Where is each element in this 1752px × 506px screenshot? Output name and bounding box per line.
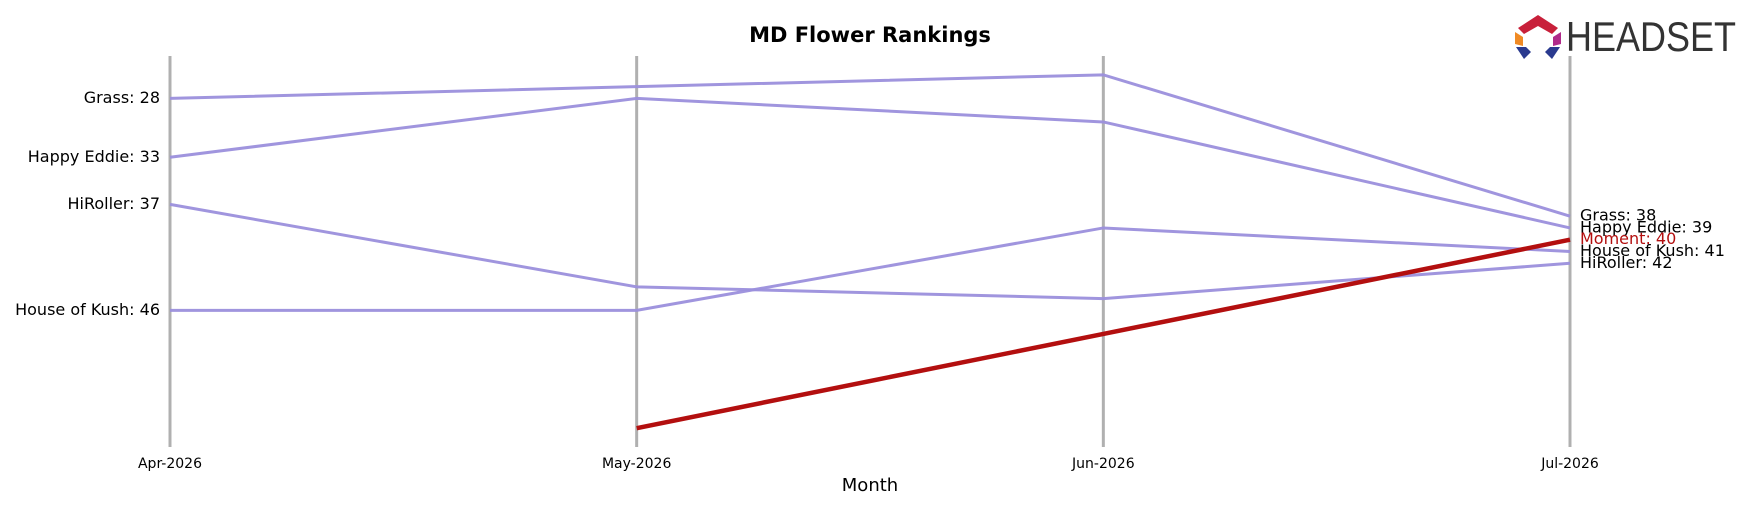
chart-title: MD Flower Rankings	[749, 23, 991, 47]
value-label: HiRoller: 42	[1580, 253, 1673, 272]
series-line	[636, 237, 1571, 431]
x-tick-label: Apr-2026	[138, 456, 202, 472]
series-line	[169, 202, 1571, 301]
value-label: HiRoller: 37	[67, 194, 160, 213]
x-tick-label: May-2026	[602, 456, 671, 472]
logo-mark	[1553, 32, 1561, 46]
value-label: Happy Eddie: 33	[28, 147, 160, 166]
logo: HEADSET	[1515, 13, 1736, 60]
x-axis-label: Month	[842, 475, 898, 496]
logo-text: HEADSET	[1566, 13, 1736, 60]
series-line	[169, 96, 1571, 230]
logo-mark	[1545, 47, 1560, 59]
logo-mark	[1518, 15, 1558, 34]
value-label: Happy Eddie: 39	[1580, 217, 1712, 236]
series-line	[169, 73, 1571, 218]
value-label: House of Kush: 46	[15, 300, 160, 319]
logo-mark	[1516, 47, 1531, 59]
value-label: House of Kush: 41	[1580, 241, 1725, 260]
x-tick-label: Jul-2026	[1540, 456, 1599, 472]
x-tick-label: Jun-2026	[1071, 456, 1135, 472]
logo-mark	[1515, 32, 1523, 46]
value-label: Grass: 38	[1580, 206, 1656, 225]
value-label: Moment: 40	[1580, 229, 1676, 248]
series-line	[170, 226, 1571, 312]
value-label: Grass: 28	[84, 88, 160, 107]
